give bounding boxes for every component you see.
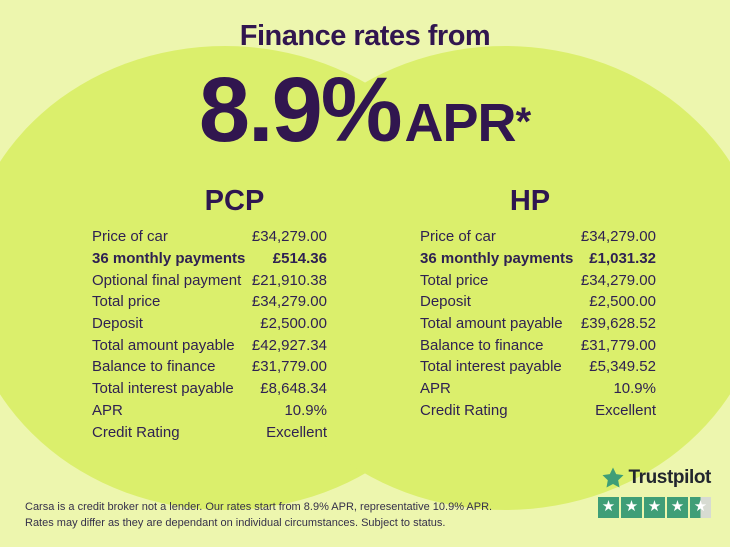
row-label: Total price — [420, 271, 489, 289]
row-label: Deposit — [92, 315, 143, 333]
row-value: £21,910.38 — [251, 271, 327, 289]
row-label: Total amount payable — [92, 336, 235, 354]
table-row: APR 10.9% — [92, 400, 327, 422]
disclaimer-line-2: Rates may differ as they are dependant o… — [25, 516, 446, 529]
row-label: Credit Rating — [420, 401, 508, 419]
table-row: Total interest payable £5,349.52 — [420, 356, 656, 378]
row-label: 36 monthly payments — [420, 250, 574, 268]
trustpilot-widget: Trustpilot ★ ★ ★ ★ ★ — [598, 466, 711, 518]
row-value: 10.9% — [284, 401, 327, 419]
table-row: Optional final payment £21,910.38 — [92, 269, 327, 291]
legal-disclaimer: Carsa is a credit broker not a lender. O… — [25, 500, 492, 531]
rate-footnote-marker: * — [515, 100, 532, 144]
row-value: £1,031.32 — [589, 250, 656, 268]
table-row: Price of car £34,279.00 — [92, 226, 327, 248]
rating-star-icon: ★ — [667, 497, 688, 518]
row-value: £39,628.52 — [580, 315, 656, 333]
hp-column-header: HP — [509, 185, 551, 217]
rating-star-icon: ★ — [621, 497, 642, 518]
row-label: Optional final payment — [92, 271, 242, 289]
table-row: Credit Rating Excellent — [420, 400, 656, 422]
row-value: £34,279.00 — [580, 228, 656, 246]
row-value: Excellent — [595, 401, 656, 419]
row-value: £34,279.00 — [251, 293, 327, 311]
row-value: £2,500.00 — [260, 315, 327, 333]
row-label: Balance to finance — [420, 336, 544, 354]
hp-finance-table: Price of car £34,279.00 36 monthly payme… — [420, 226, 656, 421]
row-label: APR — [92, 401, 123, 419]
row-label: Price of car — [420, 228, 496, 246]
rate-value: 8.9% — [198, 59, 403, 161]
trustpilot-brand-text: Trustpilot — [628, 467, 711, 488]
row-value: 10.9% — [613, 380, 656, 398]
table-row: 36 monthly payments £1,031.32 — [420, 248, 656, 270]
row-label: 36 monthly payments — [92, 250, 246, 268]
row-value: £2,500.00 — [589, 293, 656, 311]
row-label: Price of car — [92, 228, 168, 246]
rating-star-icon: ★ — [644, 497, 665, 518]
table-row: Total amount payable £39,628.52 — [420, 313, 656, 335]
table-row: Total price £34,279.00 — [420, 269, 656, 291]
row-label: Deposit — [420, 293, 471, 311]
rating-half-star-icon: ★ — [690, 497, 711, 518]
table-row: Total price £34,279.00 — [92, 291, 327, 313]
row-label: Total price — [92, 293, 161, 311]
table-row: Total interest payable £8,648.34 — [92, 378, 327, 400]
trustpilot-star-icon — [601, 466, 625, 490]
disclaimer-line-1: Carsa is a credit broker not a lender. O… — [25, 501, 493, 513]
row-label: Total interest payable — [92, 380, 234, 398]
table-row: Balance to finance £31,779.00 — [92, 356, 327, 378]
table-row: APR 10.9% — [420, 378, 656, 400]
row-label: Balance to finance — [92, 358, 216, 376]
table-row: 36 monthly payments £514.36 — [92, 248, 327, 270]
table-row: Balance to finance £31,779.00 — [420, 334, 656, 356]
rate-apr-label: APR — [404, 93, 517, 153]
trustpilot-rating-stars: ★ ★ ★ ★ ★ — [598, 497, 711, 518]
pcp-column-header: PCP — [204, 185, 265, 217]
rating-star-icon: ★ — [598, 497, 619, 518]
row-value: £31,779.00 — [251, 358, 327, 376]
row-value: £5,349.52 — [589, 358, 656, 376]
background-circle-right — [245, 46, 730, 510]
row-label: Credit Rating — [92, 423, 180, 441]
pcp-finance-table: Price of car £34,279.00 36 monthly payme… — [92, 226, 327, 443]
row-label: Total amount payable — [420, 315, 563, 333]
row-value: £34,279.00 — [580, 271, 656, 289]
row-value: £8,648.34 — [260, 380, 327, 398]
row-value: £34,279.00 — [251, 228, 327, 246]
table-row: Price of car £34,279.00 — [420, 226, 656, 248]
row-label: Total interest payable — [420, 358, 562, 376]
table-row: Credit Rating Excellent — [92, 421, 327, 443]
headline-rate: 8.9% APR * — [0, 64, 730, 156]
row-value: £42,927.34 — [251, 336, 327, 354]
trustpilot-logo: Trustpilot — [601, 466, 711, 490]
row-value: Excellent — [266, 423, 327, 441]
row-value: £514.36 — [272, 250, 327, 268]
table-row: Deposit £2,500.00 — [92, 313, 327, 335]
row-value: £31,779.00 — [580, 336, 656, 354]
row-label: APR — [420, 380, 451, 398]
table-row: Total amount payable £42,927.34 — [92, 334, 327, 356]
banner-title: Finance rates from — [239, 20, 491, 52]
table-row: Deposit £2,500.00 — [420, 291, 656, 313]
